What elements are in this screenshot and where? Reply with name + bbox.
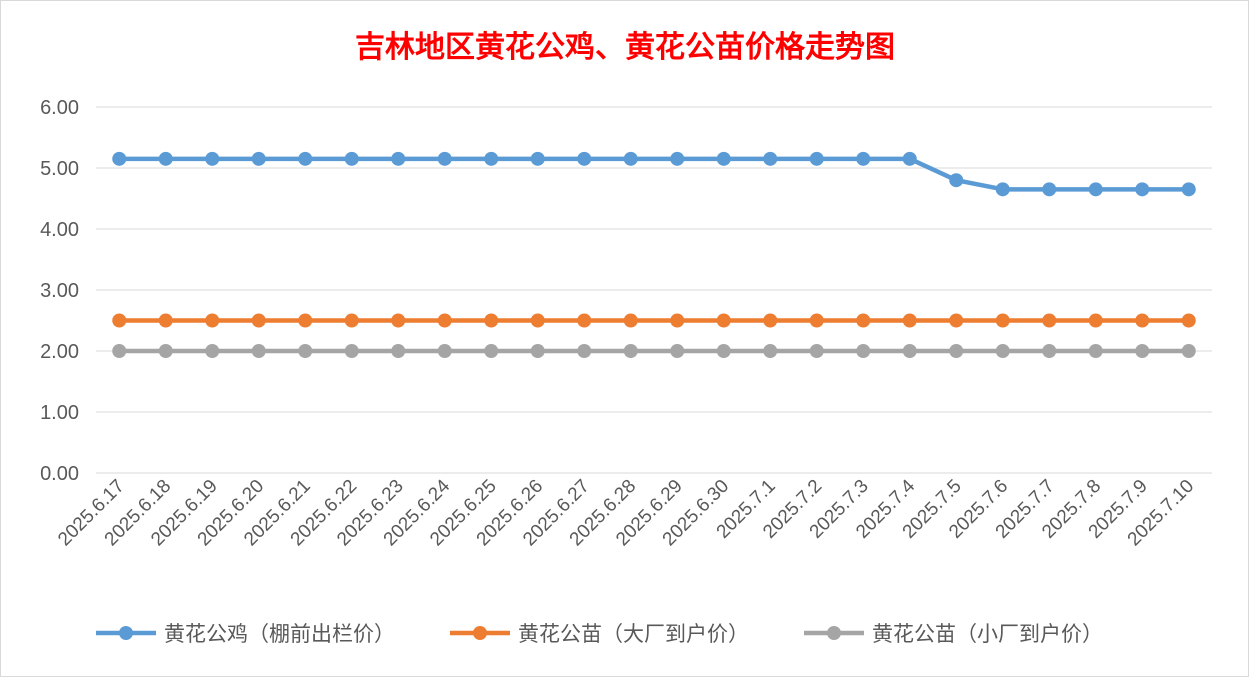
data-point (158, 151, 173, 166)
data-point (484, 344, 499, 358)
y-tick-label: 1.00 (40, 402, 79, 424)
data-point (205, 313, 220, 328)
legend-label: 黄花公苗（小厂到户价） (872, 622, 1103, 646)
data-point (1135, 344, 1150, 358)
data-point (623, 313, 638, 328)
data-point (995, 344, 1010, 358)
data-point (856, 313, 871, 328)
series-line (119, 156, 1189, 192)
data-point (809, 344, 824, 358)
data-point (1135, 313, 1150, 328)
data-point (391, 151, 406, 166)
legend-item: 黄花公苗（小厂到户价） (804, 622, 1103, 646)
data-point (763, 344, 778, 358)
data-point (484, 151, 499, 166)
data-point (251, 344, 266, 358)
data-point (205, 151, 220, 166)
legend-swatch-marker (827, 626, 841, 640)
series-lines (112, 151, 1196, 358)
data-point (530, 151, 545, 166)
data-point (763, 151, 778, 166)
data-point (1135, 182, 1150, 197)
legend-swatch-marker (119, 626, 133, 640)
data-point (1088, 313, 1103, 328)
data-point (112, 344, 127, 358)
y-tick-label: 2.00 (40, 341, 79, 363)
data-point (1042, 313, 1057, 328)
data-point (902, 313, 917, 328)
data-point (623, 344, 638, 358)
data-point (298, 151, 313, 166)
data-point (949, 173, 964, 188)
data-point (670, 313, 685, 328)
data-point (995, 313, 1010, 328)
data-point (437, 313, 452, 328)
data-point (856, 151, 871, 166)
data-point (1042, 344, 1057, 358)
data-point (1042, 182, 1057, 197)
data-point (949, 344, 964, 358)
data-point (344, 151, 359, 166)
data-point (670, 344, 685, 358)
legend-swatch-marker (473, 626, 487, 640)
y-tick-label: 6.00 (40, 97, 79, 119)
data-point (716, 313, 731, 328)
data-point (158, 344, 173, 358)
data-point (1181, 344, 1196, 358)
data-point (1181, 182, 1196, 197)
y-axis-ticks: 0.00 1.00 2.00 3.00 4.00 5.00 6.00 (40, 97, 79, 485)
x-axis-ticks: 2025.6.172025.6.182025.6.192025.6.202025… (54, 475, 1198, 550)
data-point (530, 313, 545, 328)
data-point (112, 313, 127, 328)
chart-title: 吉林地区黄花公鸡、黄花公苗价格走势图 (355, 30, 895, 65)
data-point (437, 344, 452, 358)
data-point (577, 344, 592, 358)
y-tick-label: 5.00 (40, 158, 79, 180)
legend-label: 黄花公苗（大厂到户价） (518, 622, 749, 646)
data-point (344, 313, 359, 328)
data-point (716, 151, 731, 166)
data-point (205, 344, 220, 358)
legend-item: 黄花公鸡（棚前出栏价） (96, 622, 395, 646)
series-2 (112, 313, 1196, 328)
data-point (763, 313, 778, 328)
data-point (158, 313, 173, 328)
legend-item: 黄花公苗（大厂到户价） (450, 622, 749, 646)
data-point (809, 313, 824, 328)
data-point (112, 151, 127, 166)
data-point (995, 182, 1010, 197)
legend-label: 黄花公鸡（棚前出栏价） (164, 622, 395, 646)
data-point (949, 313, 964, 328)
data-point (716, 344, 731, 358)
data-point (391, 344, 406, 358)
data-point (902, 344, 917, 358)
data-point (809, 151, 824, 166)
data-point (902, 151, 917, 166)
series-3 (112, 344, 1196, 358)
data-point (856, 344, 871, 358)
data-point (298, 344, 313, 358)
data-point (391, 313, 406, 328)
data-point (251, 313, 266, 328)
data-point (670, 151, 685, 166)
data-point (577, 151, 592, 166)
data-point (1088, 182, 1103, 197)
y-tick-label: 0.00 (40, 463, 79, 485)
data-point (530, 344, 545, 358)
data-point (1088, 344, 1103, 358)
data-point (1181, 313, 1196, 328)
series-1 (112, 151, 1196, 197)
legend: 黄花公鸡（棚前出栏价） 黄花公苗（大厂到户价） 黄花公苗（小厂到户价） (96, 622, 1103, 646)
data-point (484, 313, 499, 328)
data-point (344, 344, 359, 358)
data-point (437, 151, 452, 166)
data-point (623, 151, 638, 166)
y-tick-label: 3.00 (40, 280, 79, 302)
data-point (251, 151, 266, 166)
data-point (577, 313, 592, 328)
y-tick-label: 4.00 (40, 219, 79, 241)
data-point (298, 313, 313, 328)
